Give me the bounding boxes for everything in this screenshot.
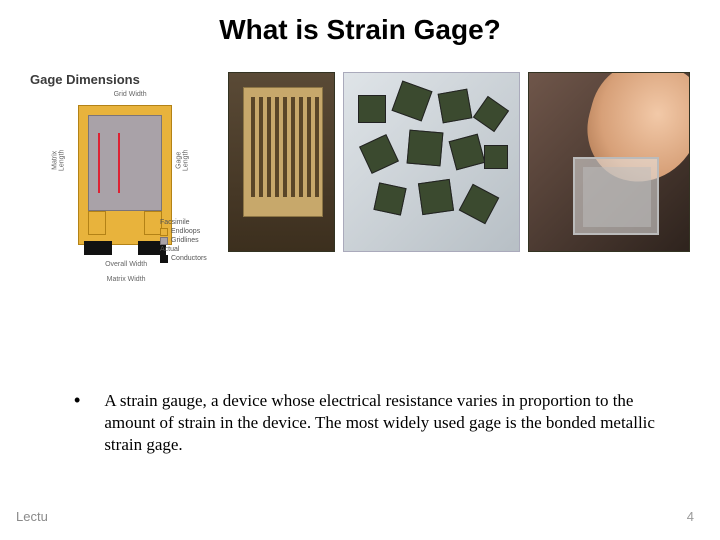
footer-left: Lectu <box>16 509 48 524</box>
figure1-legend: Facsimile Endloops Gridlines Actual Cond… <box>160 218 207 263</box>
figure1-heading: Gage Dimensions <box>30 72 220 87</box>
figure-hand-holding-gage <box>528 72 690 252</box>
figure-closeup-photo <box>228 72 335 252</box>
legend-endloops: Endloops <box>171 227 200 236</box>
held-glass-inner <box>583 167 651 227</box>
gage-chip <box>418 179 454 215</box>
figure-gage-dimensions: Gage Dimensions Grid Width Matrix Length… <box>30 72 220 342</box>
gridline-direction-indicator <box>118 133 120 193</box>
label-matrix-length: Matrix Length <box>52 147 67 173</box>
gage-gridline <box>283 97 287 197</box>
endloop-tabs <box>88 211 162 235</box>
page-title: What is Strain Gage? <box>30 14 690 46</box>
gage-gridline <box>299 97 303 197</box>
bullet-text: A strain gauge, a device whose electrica… <box>104 390 666 455</box>
held-glass <box>573 157 659 235</box>
endloop-tab <box>88 211 106 235</box>
gage-chip <box>359 134 399 174</box>
bullet-marker: • <box>74 390 80 455</box>
slide: What is Strain Gage? Gage Dimensions Gri… <box>0 0 720 540</box>
gage-chip <box>374 182 407 215</box>
legend-row-gridlines: Gridlines <box>160 236 207 245</box>
legend-conductors: Conductors <box>171 254 207 263</box>
gage-gridline <box>291 97 295 197</box>
conductor-left <box>84 241 112 255</box>
legend-row-endloops: Endloops <box>160 227 207 236</box>
gage-gridline <box>251 97 255 197</box>
gage-chip <box>449 134 486 171</box>
figure-assorted-gages <box>343 72 519 252</box>
gage-chip <box>459 184 500 225</box>
gage-gridline <box>315 97 319 197</box>
gage-chip <box>392 80 433 121</box>
swatch-gridlines <box>160 237 168 245</box>
gage-gridline <box>275 97 279 197</box>
label-matrix-width: Matrix Width <box>104 276 148 283</box>
figure-row: Gage Dimensions Grid Width Matrix Length… <box>30 72 690 352</box>
swatch-endloops <box>160 228 168 236</box>
page-number: 4 <box>687 509 694 524</box>
gage-chip <box>358 95 386 123</box>
swatch-conductors <box>160 255 168 263</box>
bullet-block: • A strain gauge, a device whose electri… <box>30 390 690 455</box>
gage-chip <box>407 130 444 167</box>
gage-gridline <box>307 97 311 197</box>
label-grid-width: Grid Width <box>110 91 150 98</box>
label-gage-length: Gage Length <box>176 145 191 175</box>
gage-chip <box>438 89 473 124</box>
gage-gridline <box>267 97 271 197</box>
gage-chip <box>484 145 508 169</box>
gage-gridline <box>259 97 263 197</box>
label-overall-width: Overall Width <box>104 261 148 268</box>
legend-actual-heading: Actual <box>160 245 207 254</box>
legend-gridlines: Gridlines <box>171 236 199 245</box>
gage-chip <box>473 96 509 132</box>
legend-heading: Facsimile <box>160 218 207 227</box>
legend-row-conductors: Conductors <box>160 254 207 263</box>
gridline-length-indicator <box>98 133 100 193</box>
